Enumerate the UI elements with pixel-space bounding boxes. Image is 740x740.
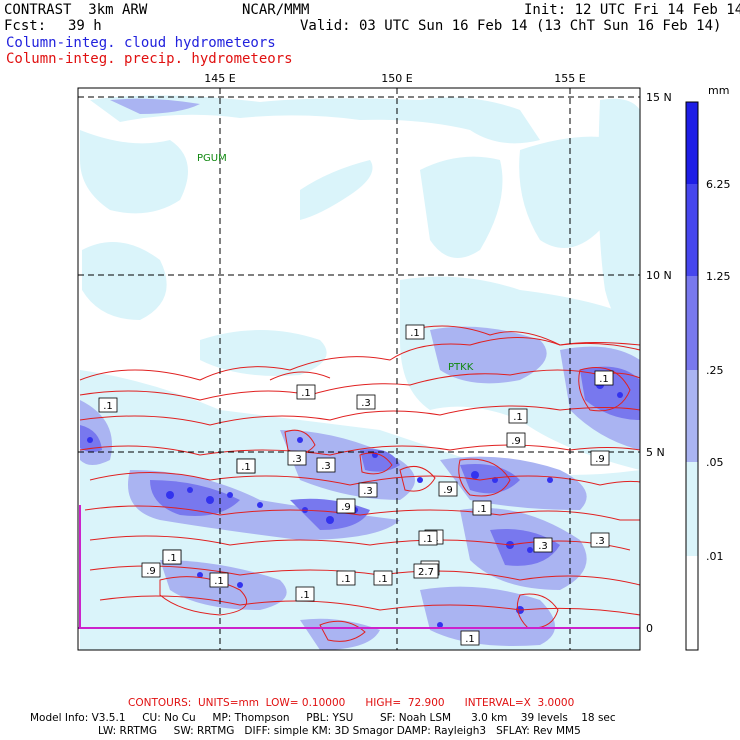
contour-label: .1 xyxy=(423,534,433,545)
contour-label-box xyxy=(472,500,492,516)
colorbar-swatch xyxy=(686,462,698,556)
contour-label-box xyxy=(296,384,316,400)
contour-label: 2.7 xyxy=(418,567,434,578)
lat-label: 5 N xyxy=(646,446,665,459)
lat-label: 0 xyxy=(646,622,653,635)
contour-label-box xyxy=(209,572,229,588)
contour-label-box xyxy=(594,370,614,386)
lat-label: 15 N xyxy=(646,91,672,104)
contour-labels: .1 .1 .1 .3 .1 .9 .1 .3 .3 .3 .9 .9 .1 .1 .3 .1 .9 .1 .1 .1… xyxy=(98,324,614,646)
colorbar-label: 6.25 xyxy=(706,178,731,191)
contour-label: .1 xyxy=(477,504,487,515)
colorbar-unit: mm xyxy=(708,84,729,97)
colorbar-label: 1.25 xyxy=(706,270,731,283)
contour-label-box xyxy=(358,482,378,498)
contour-label: .1 xyxy=(103,401,113,412)
contour-label-box xyxy=(590,532,610,548)
contour-label-box xyxy=(405,324,425,340)
contour-label-box xyxy=(98,397,118,413)
field-precip-title: Column-integ. precip. hydrometeors xyxy=(6,51,293,67)
colorbar-label: .05 xyxy=(706,456,724,469)
contour-label: .1 xyxy=(167,553,177,564)
contour-label-box xyxy=(506,432,526,448)
contour-label: .3 xyxy=(595,536,605,547)
contour-label-box xyxy=(336,498,356,514)
colorbar-swatch xyxy=(686,556,698,650)
colorbar-swatch xyxy=(686,184,698,276)
model-title: CONTRAST 3km ARW xyxy=(4,2,148,18)
contours-info: CONTOURS: UNITS=mm LOW= 0.10000 HIGH= 72… xyxy=(128,697,575,709)
colorbar-swatch xyxy=(686,102,698,184)
contour-label: .1 xyxy=(341,574,351,585)
contour-label-box xyxy=(356,394,376,410)
forecast-label: Fcst: xyxy=(4,18,47,34)
contour-label-box xyxy=(438,481,458,497)
station-label: PTKK xyxy=(448,362,474,373)
contour-label: .1 xyxy=(513,412,523,423)
contour-label-box xyxy=(533,537,553,553)
colorbar: mm 6.25 1.25 .25 .05 .01 xyxy=(685,84,731,651)
contour-label: .3 xyxy=(361,398,371,409)
init-time: Init: 12 UTC Fri 14 Feb 14 xyxy=(524,2,740,18)
contour-label-box xyxy=(413,563,439,579)
lat-label: 10 N xyxy=(646,269,672,282)
contour-label: .1 xyxy=(241,462,251,473)
forecast-hour: 39 h xyxy=(68,18,102,34)
valid-time: Valid: 03 UTC Sun 16 Feb 14 (13 ChT Sun … xyxy=(300,18,722,34)
field-cloud-title: Column-integ. cloud hydrometeors xyxy=(6,35,276,51)
contour-label: .3 xyxy=(363,486,373,497)
contour-label: .1 xyxy=(300,590,310,601)
model-info-line1: Model Info: V3.5.1 CU: No Cu MP: Thompso… xyxy=(30,712,616,724)
contour-label-box xyxy=(418,530,438,546)
contour-label-box xyxy=(316,457,336,473)
contour-label: .9 xyxy=(595,454,605,465)
contour-label: .1 xyxy=(599,374,609,385)
station-label: PGUM xyxy=(197,153,227,164)
contour-label: .1 xyxy=(378,574,388,585)
colorbar-label: .25 xyxy=(706,364,724,377)
contour-label-box xyxy=(141,562,161,578)
colorbar-label: .01 xyxy=(706,550,724,563)
colorbar-swatch xyxy=(686,276,698,370)
contour-label-box xyxy=(295,586,315,602)
contour-label: .9 xyxy=(146,566,156,577)
contour-label: .3 xyxy=(538,541,548,552)
contour-label-box xyxy=(590,450,610,466)
colorbar-swatch xyxy=(686,370,698,462)
contour-label: .1 xyxy=(465,634,475,645)
lon-label: 145 E xyxy=(204,72,235,85)
contour-label: .3 xyxy=(321,461,331,472)
contour-label-box xyxy=(460,630,480,646)
contour-label: .3 xyxy=(292,454,302,465)
contour-label: .9 xyxy=(443,485,453,496)
contour-label: .9 xyxy=(341,502,351,513)
contour-label: .9 xyxy=(511,436,521,447)
contour-label-box xyxy=(373,570,393,586)
center-name: NCAR/MMM xyxy=(242,2,310,18)
contour-label: .1 xyxy=(301,388,311,399)
contour-label-box xyxy=(336,570,356,586)
contour-label-box xyxy=(162,549,182,565)
map-frame xyxy=(77,87,641,651)
contour-label-box xyxy=(508,408,528,424)
lon-label: 150 E xyxy=(381,72,412,85)
contour-label-box xyxy=(287,450,307,466)
model-info-line2: LW: RRTMG SW: RRTMG DIFF: simple KM: 3D … xyxy=(98,725,581,737)
lon-label: 155 E xyxy=(554,72,585,85)
lat-lon-grid xyxy=(78,88,640,650)
contour-label: .1 xyxy=(214,576,224,587)
contour-label-box xyxy=(236,458,256,474)
contour-label: .1 xyxy=(410,328,420,339)
